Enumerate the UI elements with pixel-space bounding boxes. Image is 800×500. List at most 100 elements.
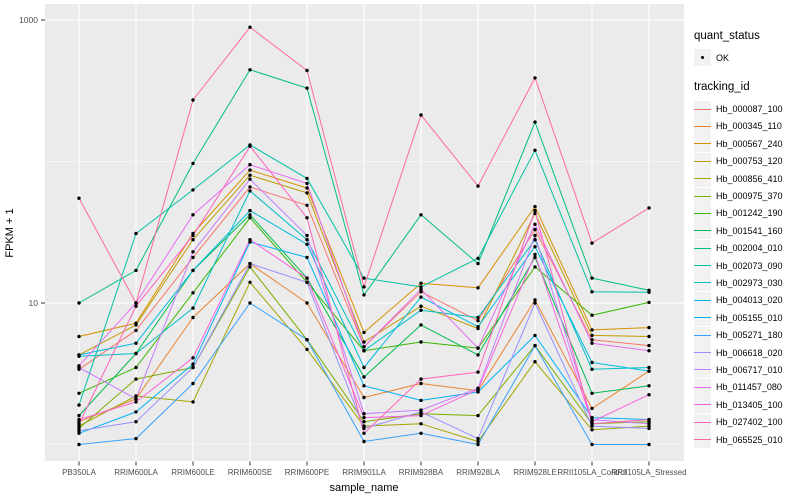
data-point	[533, 333, 537, 338]
data-point	[305, 186, 309, 190]
data-point	[248, 261, 252, 266]
data-point	[590, 428, 594, 432]
data-point	[134, 400, 138, 404]
legend-item-label: Hb_000345_110	[716, 121, 782, 132]
data-point	[476, 256, 480, 260]
data-point	[533, 204, 537, 209]
y-tick-label: 10	[29, 298, 39, 308]
data-point	[191, 365, 195, 370]
data-point	[191, 255, 195, 260]
x-tick-label: RRIM600LA	[114, 468, 158, 477]
data-point	[248, 68, 252, 72]
data-point	[590, 313, 594, 317]
data-point	[191, 213, 195, 217]
series-color-line-icon	[694, 178, 711, 180]
data-point	[419, 308, 423, 312]
data-point	[533, 120, 537, 124]
data-point	[476, 413, 480, 418]
data-point	[248, 213, 252, 217]
data-point	[248, 208, 252, 213]
x-tick-label: RRIM901LA	[342, 468, 386, 477]
data-point	[362, 276, 366, 280]
legend-key-swatch	[694, 204, 711, 222]
legend-tracking-id-items: Hb_000087_100 Hb_000345_110 Hb_000567_240 H…	[694, 100, 798, 448]
data-point	[134, 328, 138, 333]
legend-item-Hb_000567_240: Hb_000567_240	[694, 135, 798, 153]
legend-key-swatch	[694, 361, 711, 379]
data-point	[419, 295, 423, 299]
data-point	[191, 400, 195, 404]
data-point	[647, 290, 651, 294]
data-point	[134, 377, 138, 381]
data-point	[191, 356, 195, 360]
data-point	[134, 301, 138, 305]
data-point	[248, 216, 252, 220]
data-point	[533, 301, 537, 305]
data-point	[305, 338, 309, 342]
series-color-line-icon	[694, 143, 711, 145]
data-point	[533, 222, 537, 226]
data-point	[647, 300, 651, 305]
data-point	[419, 281, 423, 285]
data-point	[533, 148, 537, 152]
x-tick-label: PB350LA	[62, 468, 96, 477]
data-point	[191, 291, 195, 295]
data-point	[647, 325, 651, 330]
legend-item-Hb_006717_010: Hb_006717_010	[694, 361, 798, 379]
legend-item-label: Hb_027402_100	[716, 417, 783, 428]
data-point	[191, 238, 195, 242]
data-point	[476, 325, 480, 329]
data-point	[134, 410, 138, 414]
data-point	[134, 341, 138, 345]
series-color-line-icon	[694, 299, 711, 301]
legend-key-swatch	[694, 117, 711, 135]
data-point	[533, 208, 537, 213]
data-point	[248, 189, 252, 193]
data-point	[305, 242, 309, 246]
data-point	[134, 436, 138, 441]
data-point	[476, 315, 480, 320]
legend-title-tracking-id: tracking_id	[694, 81, 750, 94]
data-point	[419, 422, 423, 426]
series-color-line-icon	[694, 265, 711, 267]
data-point	[533, 343, 537, 348]
series-color-line-icon	[694, 386, 711, 388]
legend-item-label: Hb_006618_020	[716, 347, 783, 358]
x-tick-label: RRIM600SE	[228, 468, 272, 477]
data-point	[476, 261, 480, 266]
data-point	[419, 381, 423, 386]
data-point	[362, 426, 366, 431]
data-point	[419, 413, 423, 418]
x-tick-label: RRII105LA_Stressed	[611, 468, 686, 477]
legend-key-swatch	[694, 170, 711, 188]
data-point	[305, 276, 309, 280]
data-point	[590, 367, 594, 371]
legend-item-label: Hb_000567_240	[716, 138, 783, 149]
legend-item-Hb_005271_180: Hb_005271_180	[694, 326, 798, 344]
data-point	[362, 412, 366, 416]
data-point	[590, 422, 594, 426]
legend-item-label: Hb_013405_100	[716, 399, 783, 410]
data-point	[419, 323, 423, 327]
data-point	[419, 340, 423, 344]
data-point	[533, 233, 537, 238]
data-point	[419, 377, 423, 381]
y-axis-title: FPKM + 1	[4, 208, 16, 257]
legend-item-label: Hb_005271_180	[716, 330, 783, 341]
x-tick-label: RRIM600LE	[171, 468, 215, 477]
data-point	[533, 255, 537, 260]
legend-item-ok: OK	[694, 49, 798, 67]
legend-item-Hb_000856_410: Hb_000856_410	[694, 170, 798, 188]
data-point	[248, 238, 252, 242]
data-point	[647, 422, 651, 426]
x-tick-label: RRIM600PE	[285, 468, 329, 477]
data-point	[248, 173, 252, 177]
data-point	[647, 343, 651, 348]
data-point	[419, 431, 423, 435]
data-point	[590, 406, 594, 411]
data-point	[533, 265, 537, 269]
data-point	[134, 394, 138, 398]
data-point	[533, 238, 537, 242]
series-color-line-icon	[694, 317, 711, 319]
